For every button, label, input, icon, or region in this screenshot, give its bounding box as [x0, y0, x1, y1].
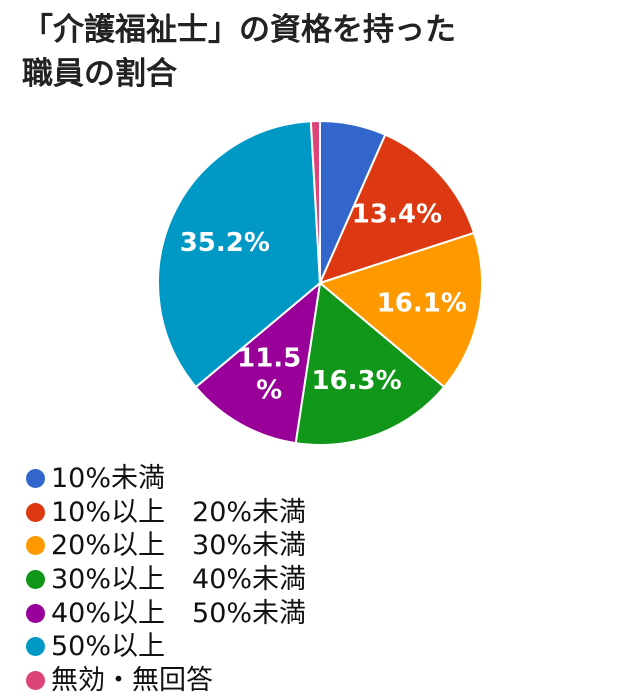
pie-slice-7	[309, 119, 321, 284]
pie-slice-label-6: 35.2%	[180, 228, 270, 258]
legend-item-4: 30%以上 40%未満	[26, 563, 306, 597]
legend-swatch	[26, 637, 45, 657]
legend-swatch	[26, 502, 45, 522]
legend-swatch	[26, 603, 45, 623]
legend-item-2: 10%以上 20%未満	[26, 496, 306, 530]
legend-swatch	[26, 536, 45, 556]
legend-swatch	[26, 469, 45, 489]
legend-item-5: 40%以上 50%未満	[26, 596, 306, 630]
pie-slice-label-5: 11.5%	[237, 343, 301, 405]
chart-title-line-1: 「介護福祉士」の資格を持った	[22, 12, 456, 48]
pie-slice-label-2: 13.4%	[352, 200, 442, 230]
pie-slice-label-3: 16.1%	[377, 289, 467, 319]
legend: 10%未満 10%以上 20%未満 20%以上 30%未満 30%以上 40%未満 40…	[26, 462, 306, 697]
legend-label: 30%以上 40%未満	[51, 564, 307, 596]
pie-slice-5	[194, 280, 322, 445]
legend-label: 10%未満	[51, 463, 166, 495]
legend-label: 10%以上 20%未満	[51, 496, 307, 528]
legend-item-6: 50%以上	[26, 630, 306, 664]
legend-item-3: 20%以上 30%未満	[26, 529, 306, 563]
legend-swatch	[26, 670, 45, 690]
legend-item-1: 10%未満	[26, 462, 306, 496]
legend-item-7: 無効・無回答	[26, 664, 306, 698]
pie-slice-4	[294, 281, 446, 446]
chart-title: 「介護福祉士」の資格を持った 職員の割合	[22, 8, 456, 96]
legend-label: 無効・無回答	[51, 664, 213, 696]
pie-slice-label-4: 16.3%	[311, 366, 401, 396]
legend-label: 40%以上 50%未満	[51, 597, 307, 629]
pie-slice-6	[157, 120, 322, 389]
pie-slice-2	[318, 133, 476, 285]
legend-swatch	[26, 570, 45, 590]
legend-label: 50%以上	[51, 631, 166, 663]
legend-label: 20%以上 30%未満	[51, 530, 307, 562]
pie-slice-3	[317, 231, 483, 389]
chart-title-line-2: 職員の割合	[22, 56, 177, 92]
